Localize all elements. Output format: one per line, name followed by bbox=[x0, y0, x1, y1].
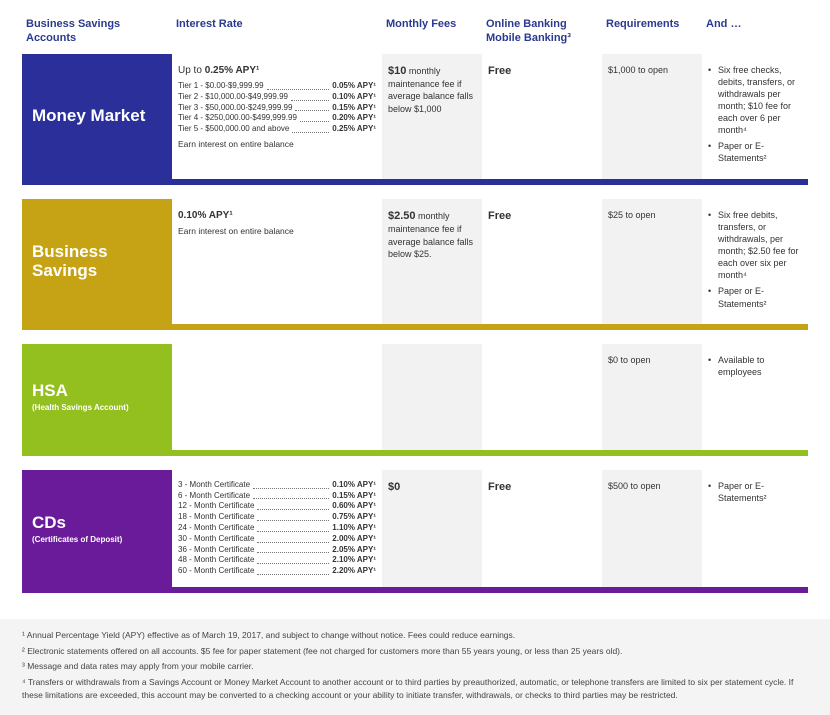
feature-item: Paper or E-Statements² bbox=[708, 140, 802, 164]
fee-amount: $0 bbox=[388, 481, 400, 493]
tier-row: 48 - Month Certificate2.10% APY¹ bbox=[178, 555, 376, 566]
fee-amount: $2.50 bbox=[388, 210, 416, 222]
features-cell: Paper or E-Statements² bbox=[702, 470, 808, 587]
section: Business Savings 0.10% APY¹ Earn interest … bbox=[22, 199, 808, 330]
features-cell: Six free debits, transfers, or withdrawa… bbox=[702, 199, 808, 324]
accent-bar bbox=[22, 179, 808, 185]
requirements-cell: $0 to open bbox=[602, 344, 702, 450]
col-header-accounts: Business Savings Accounts bbox=[22, 18, 172, 46]
fee-cell: $2.50 monthly maintenance fee if average… bbox=[382, 199, 482, 324]
features-cell: Six free checks, debits, transfers, or w… bbox=[702, 54, 808, 179]
account-title: CDs bbox=[32, 513, 162, 533]
section: CDs (Certificates of Deposit) 3 - Month Ce… bbox=[22, 470, 808, 593]
rate-cell: 0.10% APY¹ Earn interest on entire balanc… bbox=[172, 199, 382, 324]
online-value: Free bbox=[488, 64, 596, 79]
accent-bar bbox=[22, 324, 808, 330]
comparison-wrap: Business Savings Accounts Interest Rate … bbox=[0, 0, 830, 619]
rate-cell: Up to 0.25% APY¹ Tier 1 - $0.00-$9,999.99… bbox=[172, 54, 382, 179]
section: Money Market Up to 0.25% APY¹ Tier 1 - $0.… bbox=[22, 54, 808, 185]
tier-row: 24 - Month Certificate1.10% APY¹ bbox=[178, 523, 376, 534]
feature-item: Available to employees bbox=[708, 354, 802, 378]
rate-headline: Up to 0.25% APY¹ bbox=[178, 64, 376, 78]
rate-headline: 0.10% APY¹ bbox=[178, 209, 376, 223]
rate-cell bbox=[172, 344, 382, 450]
footnotes: ¹ Annual Percentage Yield (APY) effectiv… bbox=[0, 619, 830, 715]
tier-row: Tier 1 - $0.00-$9,999.990.05% APY¹ bbox=[178, 81, 376, 92]
online-cell bbox=[482, 344, 602, 450]
footnote: ⁴ Transfers or withdrawals from a Saving… bbox=[22, 676, 808, 702]
account-label: HSA (Health Savings Account) bbox=[22, 344, 172, 450]
account-title: Business Savings bbox=[32, 242, 162, 281]
tier-row: 30 - Month Certificate2.00% APY¹ bbox=[178, 534, 376, 545]
fee-cell: $0 bbox=[382, 470, 482, 587]
online-value: Free bbox=[488, 480, 596, 495]
earn-note: Earn interest on entire balance bbox=[178, 139, 376, 150]
col-header-online: Online Banking Mobile Banking³ bbox=[482, 18, 602, 46]
tier-row: 6 - Month Certificate0.15% APY¹ bbox=[178, 491, 376, 502]
online-cell: Free bbox=[482, 54, 602, 179]
requirements-cell: $1,000 to open bbox=[602, 54, 702, 179]
footnote: ² Electronic statements offered on all a… bbox=[22, 645, 808, 658]
footnote: ³ Message and data rates may apply from … bbox=[22, 660, 808, 673]
online-cell: Free bbox=[482, 199, 602, 324]
tier-row: 18 - Month Certificate0.75% APY¹ bbox=[178, 512, 376, 523]
tier-row: 60 - Month Certificate2.20% APY¹ bbox=[178, 566, 376, 577]
feature-item: Paper or E-Statements² bbox=[708, 285, 802, 309]
tier-row: Tier 4 - $250,000.00-$499,999.990.20% AP… bbox=[178, 113, 376, 124]
account-label: Business Savings bbox=[22, 199, 172, 324]
account-title: Money Market bbox=[32, 106, 162, 126]
tier-row: 3 - Month Certificate0.10% APY¹ bbox=[178, 480, 376, 491]
feature-item: Paper or E-Statements² bbox=[708, 480, 802, 504]
tier-row: Tier 5 - $500,000.00 and above0.25% APY¹ bbox=[178, 124, 376, 135]
accent-bar bbox=[22, 450, 808, 456]
col-header-fees: Monthly Fees bbox=[382, 18, 482, 46]
col-header-req: Requirements bbox=[602, 18, 702, 46]
online-value: Free bbox=[488, 209, 596, 224]
account-subtitle: (Health Savings Account) bbox=[32, 403, 162, 412]
tier-row: 36 - Month Certificate2.05% APY¹ bbox=[178, 545, 376, 556]
section: HSA (Health Savings Account) $0 to openAva… bbox=[22, 344, 808, 456]
feature-item: Six free checks, debits, transfers, or w… bbox=[708, 64, 802, 137]
header-row: Business Savings Accounts Interest Rate … bbox=[22, 18, 808, 46]
account-label: CDs (Certificates of Deposit) bbox=[22, 470, 172, 587]
fee-cell bbox=[382, 344, 482, 450]
rate-cell: 3 - Month Certificate0.10% APY¹6 - Month… bbox=[172, 470, 382, 587]
requirements-cell: $25 to open bbox=[602, 199, 702, 324]
fee-cell: $10 monthly maintenance fee if average b… bbox=[382, 54, 482, 179]
earn-note: Earn interest on entire balance bbox=[178, 226, 376, 237]
col-header-rate: Interest Rate bbox=[172, 18, 382, 46]
requirements-cell: $500 to open bbox=[602, 470, 702, 587]
account-label: Money Market bbox=[22, 54, 172, 179]
tier-row: Tier 3 - $50,000.00-$249,999.990.15% APY… bbox=[178, 103, 376, 114]
col-header-and: And … bbox=[702, 18, 808, 46]
tier-row: Tier 2 - $10,000.00-$49,999.990.10% APY¹ bbox=[178, 92, 376, 103]
online-cell: Free bbox=[482, 470, 602, 587]
footnote: ¹ Annual Percentage Yield (APY) effectiv… bbox=[22, 629, 808, 642]
account-title: HSA bbox=[32, 381, 162, 401]
feature-item: Six free debits, transfers, or withdrawa… bbox=[708, 209, 802, 282]
fee-amount: $10 bbox=[388, 65, 406, 77]
accent-bar bbox=[22, 587, 808, 593]
features-cell: Available to employees bbox=[702, 344, 808, 450]
tier-row: 12 - Month Certificate0.60% APY¹ bbox=[178, 501, 376, 512]
account-subtitle: (Certificates of Deposit) bbox=[32, 535, 162, 544]
